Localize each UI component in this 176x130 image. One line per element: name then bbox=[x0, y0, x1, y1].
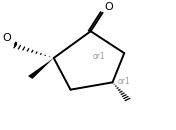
Polygon shape bbox=[28, 58, 54, 79]
Text: or1: or1 bbox=[92, 52, 105, 61]
Text: O: O bbox=[104, 2, 113, 12]
Text: O: O bbox=[2, 33, 11, 43]
Text: or1: or1 bbox=[118, 77, 130, 86]
